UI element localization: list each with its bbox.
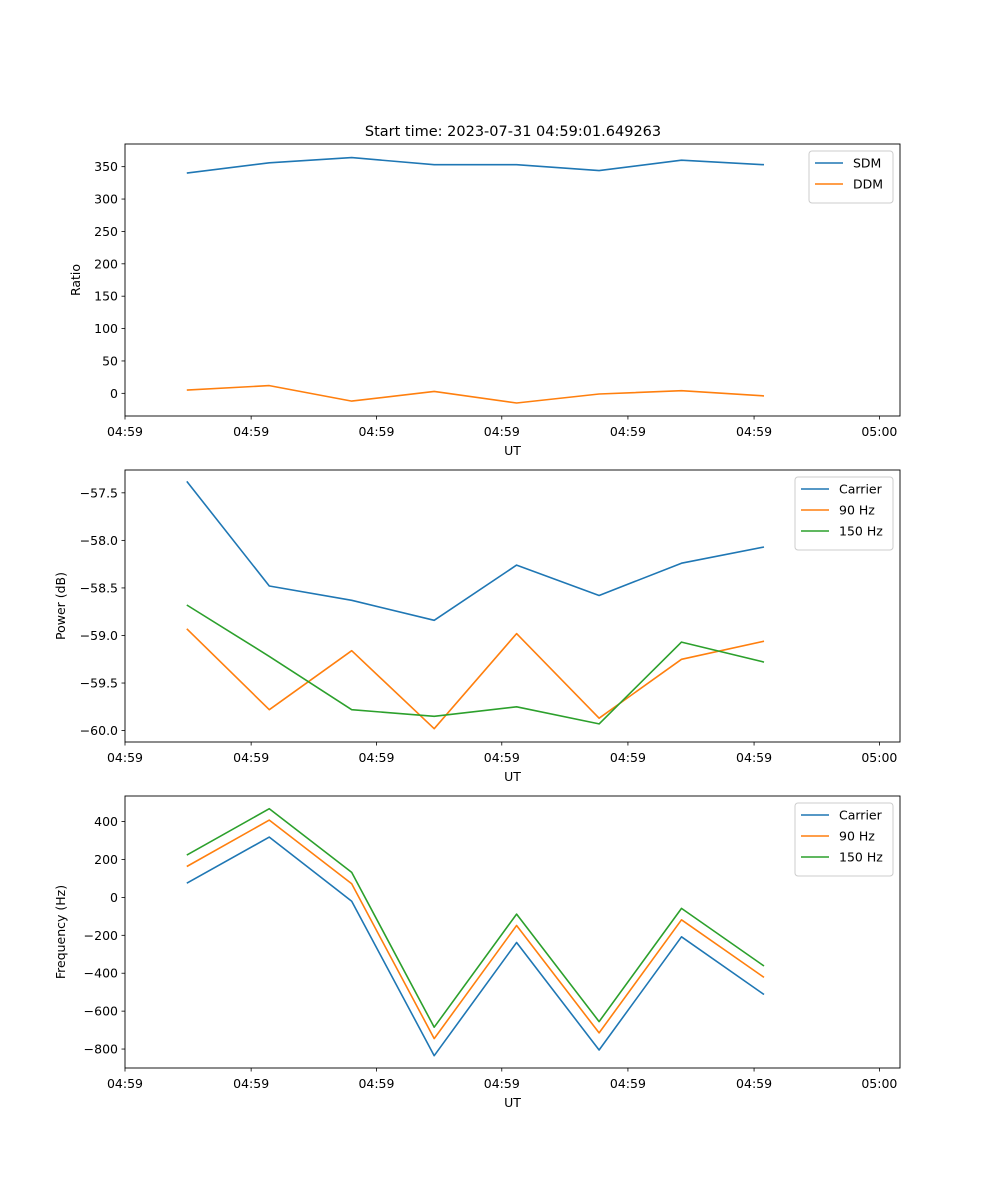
ratio-series-ddm-line xyxy=(186,384,765,404)
power-xtick-label: 04:59 xyxy=(233,750,269,765)
frequency-ylabel: Frequency (Hz) xyxy=(53,885,68,979)
ratio-ytick-label: 250 xyxy=(94,224,118,239)
frequency-plot: −800 −600 −400 −200 0 200 400 04:59 04:59 04:59 04… xyxy=(53,795,901,1110)
frequency-legend-label-90-hz: 90 Hz xyxy=(839,829,875,844)
frequency-xtick-label: 04:59 xyxy=(610,1076,646,1091)
ratio-ytick-label: 350 xyxy=(94,159,118,174)
power-ytick-label: −58.5 xyxy=(80,580,118,595)
power-xlabel: UT xyxy=(504,769,521,784)
power-ytick-label: −57.5 xyxy=(80,485,118,500)
frequency-ytick-label: 0 xyxy=(110,890,118,905)
ratio-xtick-label: 04:59 xyxy=(484,424,520,439)
frequency-ytick-label: 400 xyxy=(94,814,118,829)
frequency-ytick-label: −400 xyxy=(84,966,118,981)
ratio-series-sdm-line xyxy=(186,156,765,174)
ratio-ylabel: Ratio xyxy=(68,264,83,296)
power-xtick-label: 04:59 xyxy=(736,750,772,765)
ratio-legend-label-ddm: DDM xyxy=(853,177,883,192)
frequency-legend-label-carrier: Carrier xyxy=(839,808,883,823)
power-ylabel: Power (dB) xyxy=(53,572,68,640)
ratio-xtick-label: 04:59 xyxy=(736,424,772,439)
power-xtick-label: 04:59 xyxy=(484,750,520,765)
frequency-series-carrier-line xyxy=(186,836,765,1057)
ratio-ytick-label: 0 xyxy=(110,386,118,401)
frequency-xlabel: UT xyxy=(504,1095,521,1110)
frequency-xtick-label: 04:59 xyxy=(736,1076,772,1091)
power-xtick-label: 05:00 xyxy=(861,750,897,765)
frequency-xtick-label: 04:59 xyxy=(358,1076,394,1091)
ratio-xlabel: UT xyxy=(504,443,521,458)
power-ytick-label: −59.0 xyxy=(80,628,118,643)
ratio-ytick-label: 50 xyxy=(102,353,118,368)
power-ytick-label: −60.0 xyxy=(80,723,118,738)
power-plot: −60.0 −59.5 −59.0 −58.5 −58.0 −57.5 04:59 04:59… xyxy=(53,469,901,784)
power-xtick-label: 04:59 xyxy=(610,750,646,765)
ratio-xtick-label: 04:59 xyxy=(107,424,143,439)
frequency-ytick-label: −200 xyxy=(84,928,118,943)
ratio-ytick-label: 100 xyxy=(94,321,118,336)
ratio-plot: 0 50 100 150 200 250 300 350 04:59 04:59 04:59 04:5… xyxy=(68,143,901,458)
ratio-xtick-label: 04:59 xyxy=(358,424,394,439)
ratio-legend xyxy=(808,150,894,204)
power-ytick-label: −58.0 xyxy=(80,533,118,548)
ratio-ytick-label: 300 xyxy=(94,192,118,207)
figure-title: Start time: 2023-07-31 04:59:01.649263 xyxy=(365,124,661,140)
power-ytick-label: −59.5 xyxy=(80,676,118,691)
ratio-xtick-label: 04:59 xyxy=(610,424,646,439)
ratio-legend-label-sdm: SDM xyxy=(853,156,881,171)
ratio-xtick-label: 05:00 xyxy=(861,424,897,439)
frequency-ytick-label: 200 xyxy=(94,852,118,867)
frequency-series-90-hz-line xyxy=(186,819,765,1040)
frequency-axes-frame xyxy=(124,795,901,1069)
frequency-xtick-label: 04:59 xyxy=(107,1076,143,1091)
power-xtick-label: 04:59 xyxy=(107,750,143,765)
frequency-series-150-hz-line xyxy=(186,807,765,1028)
ratio-xtick-label: 04:59 xyxy=(233,424,269,439)
frequency-ytick-label: −800 xyxy=(84,1042,118,1057)
ratio-axes-frame xyxy=(124,143,901,417)
power-xtick-label: 04:59 xyxy=(358,750,394,765)
ratio-ytick-label: 200 xyxy=(94,256,118,271)
power-axes-frame xyxy=(124,469,901,743)
power-legend-label-90-hz: 90 Hz xyxy=(839,503,875,518)
power-legend-label-carrier: Carrier xyxy=(839,482,883,497)
power-series-90-hz-line xyxy=(186,628,765,730)
power-series-150-hz-line xyxy=(186,604,765,725)
frequency-xtick-label: 05:00 xyxy=(861,1076,897,1091)
frequency-legend-label-150-hz: 150 Hz xyxy=(839,850,883,865)
power-series-carrier-line xyxy=(186,480,765,622)
frequency-xtick-label: 04:59 xyxy=(484,1076,520,1091)
ratio-ytick-label: 150 xyxy=(94,289,118,304)
frequency-xtick-label: 04:59 xyxy=(233,1076,269,1091)
power-legend-label-150-hz: 150 Hz xyxy=(839,524,883,539)
frequency-ytick-label: −600 xyxy=(84,1004,118,1019)
